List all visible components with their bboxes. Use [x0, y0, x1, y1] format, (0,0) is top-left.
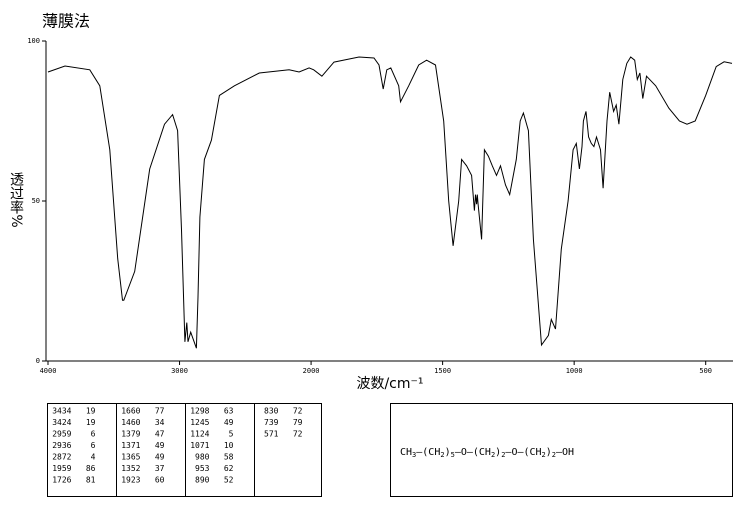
x-tick-label: 3000 — [171, 367, 188, 375]
peak-wavenumber: 980 — [195, 453, 210, 462]
formula-text: CH — [400, 447, 412, 458]
x-axis-label: 波数/cm⁻¹ — [356, 376, 423, 392]
peak-transmittance: 19 — [86, 418, 96, 427]
peak-transmittance: 52 — [224, 476, 234, 485]
formula-text: ) — [495, 447, 501, 458]
formula-subscript: 2 — [440, 451, 444, 459]
formula-text: ) — [546, 447, 552, 458]
peak-transmittance: 72 — [293, 407, 303, 416]
y-tick-label: 0 — [36, 357, 40, 365]
structure-frame — [390, 403, 733, 497]
peak-wavenumber: 1959 — [52, 464, 71, 473]
formula-subscript: 2 — [501, 451, 505, 459]
formula-text: —O—(CH — [505, 447, 541, 458]
x-tick-label: 500 — [699, 367, 712, 375]
peak-wavenumber: 953 — [195, 464, 210, 473]
peak-wavenumber: 2872 — [52, 453, 71, 462]
peak-wavenumber: 3424 — [52, 418, 71, 427]
peak-transmittance: 62 — [224, 464, 234, 473]
peak-transmittance: 19 — [86, 407, 96, 416]
peak-transmittance: 6 — [91, 430, 96, 439]
peak-table-frame — [47, 403, 322, 497]
peak-wavenumber: 1660 — [121, 407, 140, 416]
peak-wavenumber: 1923 — [121, 476, 140, 485]
peak-wavenumber: 1071 — [190, 441, 209, 450]
formula-text: —OH — [556, 447, 574, 458]
x-tick-label: 1500 — [434, 367, 451, 375]
y-tick-label: 50 — [32, 197, 40, 205]
formula-subscript: 2 — [552, 451, 556, 459]
peak-wavenumber: 739 — [264, 418, 279, 427]
formula-text: ) — [445, 447, 451, 458]
peak-transmittance: 72 — [293, 430, 303, 439]
formula-subscript: 2 — [542, 451, 546, 459]
peak-transmittance: 86 — [86, 464, 96, 473]
peak-transmittance: 47 — [155, 430, 165, 439]
peak-transmittance: 79 — [293, 418, 303, 427]
peak-transmittance: 49 — [155, 453, 165, 462]
peak-wavenumber: 2959 — [52, 430, 71, 439]
formula-subscript: 3 — [412, 451, 416, 459]
spectrum-line — [47, 56, 733, 349]
peak-transmittance: 63 — [224, 407, 234, 416]
peak-transmittance: 60 — [155, 476, 165, 485]
peak-wavenumber: 1726 — [52, 476, 71, 485]
x-tick-label: 2000 — [303, 367, 320, 375]
formula-subscript: 5 — [451, 451, 455, 459]
peak-transmittance: 81 — [86, 476, 96, 485]
formula-text: —(CH — [416, 447, 440, 458]
x-tick-label: 1000 — [566, 367, 583, 375]
peak-transmittance: 77 — [155, 407, 165, 416]
peak-wavenumber: 2936 — [52, 441, 71, 450]
peak-transmittance: 4 — [91, 453, 96, 462]
peak-transmittance: 34 — [155, 418, 165, 427]
x-tick-label: 4000 — [40, 367, 57, 375]
peak-wavenumber: 1298 — [190, 407, 209, 416]
peak-transmittance: 37 — [155, 464, 165, 473]
peak-transmittance: 6 — [91, 441, 96, 450]
peak-wavenumber: 1245 — [190, 418, 209, 427]
formula-text: —O—(CH — [455, 447, 491, 458]
peak-wavenumber: 1352 — [121, 464, 140, 473]
y-axis-label: 透过率% — [8, 172, 24, 227]
formula-subscript: 2 — [491, 451, 495, 459]
structure-formula: CH3—(CH2)5—O—(CH2)2—O—(CH2)2—OH — [400, 447, 574, 459]
y-tick-label: 100 — [27, 37, 40, 45]
peak-wavenumber: 1379 — [121, 430, 140, 439]
peak-transmittance: 49 — [224, 418, 234, 427]
peak-wavenumber: 830 — [264, 407, 279, 416]
peak-wavenumber: 571 — [264, 430, 279, 439]
peak-transmittance: 58 — [224, 453, 234, 462]
peak-wavenumber: 1365 — [121, 453, 140, 462]
chart-title: 薄膜法 — [42, 12, 90, 31]
peak-wavenumber: 1460 — [121, 418, 140, 427]
peak-transmittance: 5 — [229, 430, 234, 439]
peak-wavenumber: 3434 — [52, 407, 71, 416]
peak-wavenumber: 890 — [195, 476, 210, 485]
peak-wavenumber: 1371 — [121, 441, 140, 450]
peak-transmittance: 10 — [224, 441, 234, 450]
peak-transmittance: 49 — [155, 441, 165, 450]
peak-wavenumber: 1124 — [190, 430, 209, 439]
